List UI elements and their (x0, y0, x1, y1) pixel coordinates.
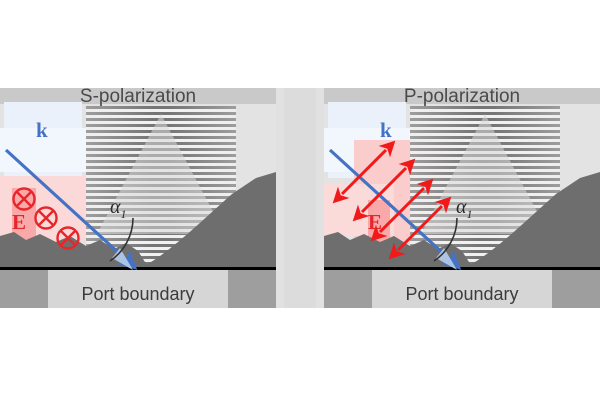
alpha-subscript-s: 1 (120, 207, 127, 221)
port-boundary-label-s: Port boundary (81, 284, 195, 304)
panel-s-polarization: S-polarization k E α1 Port boundary (0, 88, 276, 308)
panel-title-s: S-polarization (79, 88, 197, 107)
panel-title-p: P-polarization (403, 88, 521, 107)
background-top-band-r (324, 88, 600, 104)
terrain-profile (0, 172, 276, 270)
into-page-vector-1 (12, 187, 36, 211)
alpha-glyph-s: α (110, 196, 121, 218)
incidence-angle-label-p: α1 (456, 196, 473, 222)
in-plane-double-arrow-3 (370, 178, 434, 242)
incident-beam-tint-2 (0, 128, 96, 172)
port-boundary-band (0, 270, 276, 308)
incidence-angle-label-s: α1 (110, 196, 127, 222)
port-boundary-band-light-r (372, 270, 552, 308)
background-top-band (0, 88, 276, 104)
incidence-angle-arc-s (109, 217, 134, 262)
stepped-pyramid-texture (86, 106, 236, 268)
panel-p-polarization: P-polarization k E α1 Port boundary (324, 88, 600, 308)
panel-divider-inner (284, 88, 316, 308)
k-vector-label-s: k (36, 118, 48, 142)
pyramid-shape (97, 114, 225, 234)
e-field-label-s: E (12, 210, 27, 234)
panel-divider (276, 88, 324, 308)
port-boundary-line-r (324, 267, 600, 270)
in-plane-double-arrow-1 (332, 140, 396, 204)
port-boundary-label-p: Port boundary (405, 284, 519, 304)
port-boundary-band-r (324, 270, 600, 308)
e-field-symbols-p (332, 140, 452, 260)
port-boundary-band-light (48, 270, 228, 308)
into-page-vector-3 (56, 226, 80, 250)
k-vector-label-p: k (380, 118, 392, 142)
vector-overlay-s (4, 148, 138, 270)
port-boundary-line (0, 267, 276, 270)
alpha-subscript-p: 1 (466, 207, 473, 221)
k-vector-arrow-s (4, 148, 138, 270)
alpha-glyph-p: α (456, 196, 467, 218)
e-field-label-p: E (368, 210, 383, 234)
polarization-figure: S-polarization k E α1 Port boundary (0, 88, 600, 308)
in-plane-double-arrow-2 (352, 158, 416, 222)
vector-overlay-p (328, 140, 462, 270)
in-plane-double-arrow-4 (388, 196, 452, 260)
into-page-vector-2 (34, 206, 58, 230)
e-field-symbols-s (12, 187, 80, 250)
